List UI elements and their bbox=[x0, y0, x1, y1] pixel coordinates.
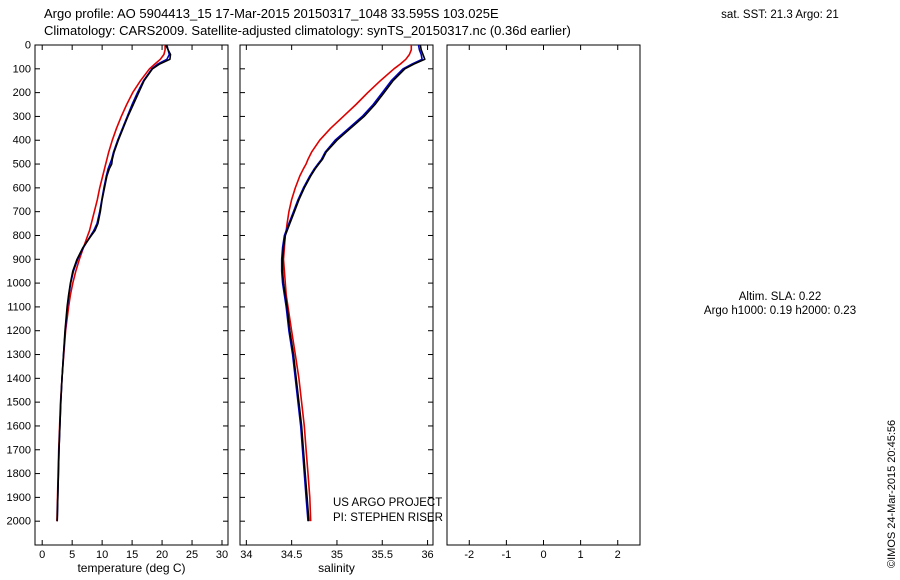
temperature-profile-panel bbox=[34, 44, 229, 546]
y-tick-label: 400 bbox=[13, 135, 31, 147]
project-line2: PI: STEPHEN RISER bbox=[333, 512, 443, 524]
x-tick-label: 25 bbox=[186, 549, 198, 561]
difference-profile-panel bbox=[446, 44, 641, 546]
x-tick-label: -2 bbox=[464, 549, 474, 561]
series-climatology bbox=[282, 45, 413, 522]
x-tick-label: 20 bbox=[156, 549, 168, 561]
y-tick-label: 1800 bbox=[7, 468, 31, 480]
title-line1: Argo profile: AO 5904413_15 17-Mar-2015 … bbox=[44, 6, 499, 21]
series-Argo-raw-QC- bbox=[56, 45, 172, 522]
series-climatology bbox=[56, 45, 166, 522]
x-axis-title: salinity bbox=[318, 561, 355, 575]
y-tick-label: 1100 bbox=[7, 301, 31, 313]
y-tick-label: 1400 bbox=[7, 373, 31, 385]
sst-map-title: sat. SST: 21.3 Argo: 21 bbox=[721, 9, 839, 21]
y-tick-label: 1700 bbox=[7, 444, 31, 456]
sst-heatmap-canvas bbox=[680, 35, 880, 277]
project-line1: US ARGO PROJECT bbox=[333, 497, 443, 509]
y-tick-label: 2000 bbox=[7, 516, 31, 528]
series-Argo-raw-QC- bbox=[281, 45, 426, 522]
x-tick-label: 35.5 bbox=[372, 549, 393, 561]
x-tick-label: 1 bbox=[578, 549, 584, 561]
imos-credit: ©IMOS 24-Mar-2015 20:45:56 bbox=[886, 419, 898, 568]
y-tick-label: 1000 bbox=[7, 278, 31, 290]
y-tick-label: 700 bbox=[13, 206, 31, 218]
series-satellite-adj-clim- bbox=[280, 45, 423, 522]
y-tick-label: 600 bbox=[13, 182, 31, 194]
x-tick-label: 0 bbox=[540, 549, 546, 561]
x-tick-label: 10 bbox=[96, 549, 108, 561]
x-tick-label: -1 bbox=[501, 549, 511, 561]
x-tick-label: 34 bbox=[240, 549, 252, 561]
y-tick-label: 1300 bbox=[7, 349, 31, 361]
page-title: Argo profile: AO 5904413_15 17-Mar-2015 … bbox=[44, 5, 571, 39]
us-argo-project-note: US ARGO PROJECT PI: STEPHEN RISER bbox=[333, 496, 443, 526]
x-tick-label: 36 bbox=[421, 549, 433, 561]
salinity-profile-panel bbox=[239, 44, 434, 546]
x-tick-label: 2 bbox=[615, 549, 621, 561]
y-tick-label: 1500 bbox=[7, 397, 31, 409]
y-tick-label: 100 bbox=[13, 63, 31, 75]
panel-box bbox=[446, 44, 641, 546]
y-tick-label: 200 bbox=[13, 87, 31, 99]
x-tick-label: 34.5 bbox=[281, 549, 302, 561]
y-tick-label: 800 bbox=[13, 230, 31, 242]
title-line2: Climatology: CARS2009. Satellite-adjuste… bbox=[44, 23, 571, 38]
sla-heatmap-canvas bbox=[680, 325, 880, 565]
x-tick-label: 30 bbox=[216, 549, 228, 561]
x-tick-label: 15 bbox=[126, 549, 138, 561]
series-satellite-adj-clim- bbox=[56, 45, 171, 522]
x-tick-label: 35 bbox=[331, 549, 343, 561]
panel-box bbox=[34, 44, 229, 546]
sla-title-line2: Argo h1000: 0.19 h2000: 0.23 bbox=[703, 305, 857, 317]
x-tick-label: 5 bbox=[69, 549, 75, 561]
y-tick-label: 1200 bbox=[7, 325, 31, 337]
y-tick-label: 500 bbox=[13, 159, 31, 171]
sla-map-title: Altim. SLA: 0.22 Argo h1000: 0.19 h2000:… bbox=[680, 290, 880, 318]
x-tick-label: 0 bbox=[39, 549, 45, 561]
panel-box bbox=[239, 44, 434, 546]
y-tick-label: 1600 bbox=[7, 420, 31, 432]
y-tick-label: 1900 bbox=[7, 492, 31, 504]
y-tick-label: 300 bbox=[13, 111, 31, 123]
sla-title-line1: Altim. SLA: 0.22 bbox=[738, 291, 822, 303]
y-tick-label: 0 bbox=[25, 40, 31, 52]
x-axis-title: temperature (deg C) bbox=[77, 561, 185, 575]
y-tick-label: 900 bbox=[13, 254, 31, 266]
